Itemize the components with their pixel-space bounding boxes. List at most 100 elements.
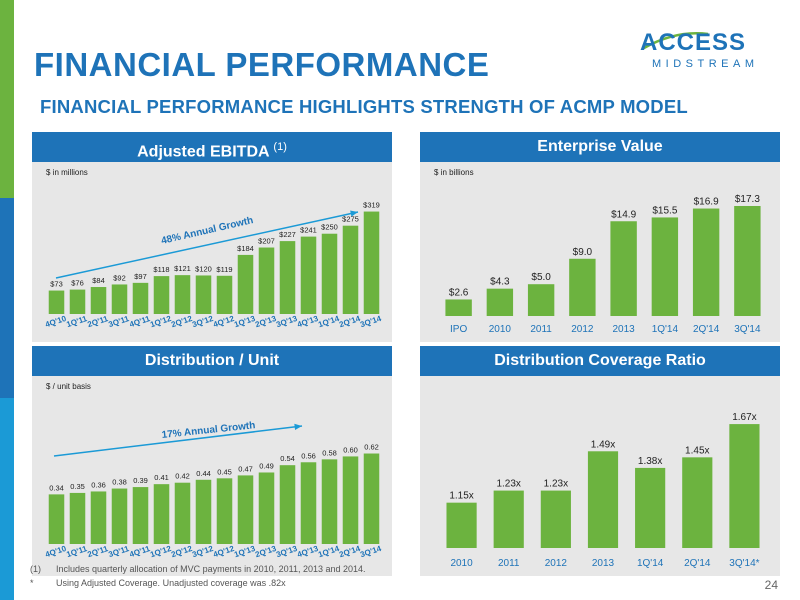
ev-bar: [569, 258, 596, 316]
ebitda-data-label: $207: [258, 237, 275, 246]
dist-data-label: 0.47: [238, 464, 253, 473]
logo-swoosh: [643, 32, 709, 50]
ebitda-bar: [153, 276, 170, 314]
ebitda-category-label: 4Q'11: [128, 314, 151, 329]
dist-category-label: 3Q'11: [107, 544, 130, 559]
dist-category-label: 3Q'13: [275, 544, 299, 559]
distribution-title: Distribution / Unit: [144, 352, 280, 369]
dist-bar: [279, 465, 296, 544]
coverage-data-label: 1.45x: [685, 445, 709, 456]
coverage-bar: [635, 467, 666, 548]
dist-category-label: 4Q'12: [212, 544, 236, 559]
dist-category-label: 1Q'12: [149, 544, 173, 559]
dist-data-label: 0.41: [154, 473, 169, 482]
company-logo: ACCESS MIDSTREAM: [640, 29, 754, 70]
ebitda-chart-area: $ in millions $73 4Q'10 $76 1Q'11 $84 2Q'11 $9…: [32, 162, 392, 342]
ev-bar: [651, 217, 679, 316]
ev-bar: [527, 284, 555, 316]
ebitda-bar: [111, 284, 128, 314]
ebitda-category-label: 2Q'13: [254, 314, 278, 329]
coverage-category-label: 2011: [498, 558, 520, 569]
ebitda-data-label: $118: [153, 265, 169, 274]
ev-title: Enterprise Value: [537, 138, 663, 155]
coverage-bar: [446, 502, 477, 548]
sidebar-accent: [0, 0, 14, 600]
coverage-panel-header: Distribution Coverage Ratio: [420, 346, 780, 376]
ebitda-category-label: 4Q'12: [212, 314, 236, 329]
coverage-bar: [587, 451, 619, 548]
ebitda-category-label: 2Q'12: [170, 314, 194, 329]
ebitda-title-footnote-ref: (1): [273, 141, 287, 153]
ev-data-label: $14.9: [611, 209, 636, 220]
ev-category-label: 2012: [571, 324, 594, 335]
page-title: FINANCIAL PERFORMANCE: [34, 46, 490, 83]
ebitda-data-label: $241: [300, 226, 317, 235]
coverage-bar: [682, 457, 713, 548]
coverage-category-label: 2012: [545, 558, 568, 569]
ev-bar: [692, 208, 720, 316]
ebitda-data-label: $119: [216, 265, 232, 274]
ebitda-data-label: $84: [92, 276, 105, 285]
dist-data-label: 0.49: [259, 461, 274, 470]
dist-bar: [90, 491, 107, 544]
ev-panel: Enterprise Value $ in billions $2.6 IPO $4…: [420, 132, 780, 342]
coverage-bar: [729, 424, 760, 548]
ev-data-label: $15.5: [652, 205, 677, 216]
ebitda-category-label: 1Q'12: [149, 314, 173, 329]
coverage-data-label: 1.23x: [496, 479, 520, 490]
coverage-chart-area: 1.15x 2010 1.23x 2011 1.23x 2012 1.49x 2013 1.38…: [420, 376, 780, 576]
ebitda-category-label: 3Q'13: [275, 314, 299, 329]
ebitda-data-label: $184: [237, 244, 254, 253]
ebitda-category-label: 4Q'13: [296, 314, 320, 329]
dist-bar: [132, 487, 149, 544]
dist-category-label: 3Q'14: [359, 544, 383, 559]
ebitda-growth-arrow-head: [350, 210, 358, 217]
dist-data-label: 0.38: [112, 478, 127, 487]
distribution-chart: 0.34 4Q'10 0.35 1Q'11 0.36 2Q'11 0.38 3Q'11 0.39…: [44, 420, 383, 559]
ev-data-label: $9.0: [573, 247, 593, 258]
dist-category-label: 4Q'11: [128, 544, 151, 559]
footnote-2-marker: *: [30, 578, 34, 588]
ev-category-label: IPO: [450, 324, 467, 335]
dist-data-label: 0.60: [343, 445, 358, 454]
dist-data-label: 0.62: [364, 443, 379, 452]
coverage-bar: [493, 490, 524, 548]
coverage-bar: [540, 490, 571, 548]
distribution-panel: Distribution / Unit $ / unit basis 0.34 4…: [32, 346, 392, 576]
ebitda-category-label: 3Q'14: [359, 314, 383, 329]
coverage-title: Distribution Coverage Ratio: [494, 352, 706, 369]
ev-chart-area: $ in billions $2.6 IPO $4.3 2010 $5.0 2011 $9.…: [420, 162, 780, 342]
ebitda-category-label: 2Q'11: [86, 314, 109, 329]
ebitda-bar: [363, 211, 380, 314]
distribution-panel-header: Distribution / Unit: [32, 346, 392, 376]
ebitda-data-label: $250: [321, 223, 338, 232]
dist-category-label: 1Q'11: [65, 544, 88, 559]
ev-data-label: $4.3: [490, 277, 510, 288]
dist-category-label: 4Q'10: [44, 544, 68, 559]
dist-data-label: 0.42: [175, 472, 190, 481]
footnote-1-marker: (1): [30, 564, 41, 574]
ev-data-label: $5.0: [531, 272, 551, 283]
ebitda-bar: [132, 282, 149, 314]
coverage-category-label: 1Q'14: [637, 558, 664, 569]
dist-bar: [237, 475, 254, 544]
dist-bar: [174, 482, 191, 544]
dist-data-label: 0.54: [280, 454, 295, 463]
dist-data-label: 0.39: [133, 476, 148, 485]
ebitda-data-label: $227: [279, 230, 296, 239]
ebitda-bar: [48, 290, 65, 314]
ebitda-unit-note: $ in millions: [46, 168, 88, 177]
ebitda-growth-arrow: [55, 211, 359, 279]
dist-data-label: 0.35: [70, 482, 85, 491]
ebitda-category-label: 3Q'11: [107, 314, 130, 329]
dist-category-label: 2Q'12: [170, 544, 194, 559]
ebitda-data-label: $73: [50, 280, 63, 289]
ebitda-bar: [237, 254, 254, 314]
dist-growth-arrow-head: [294, 423, 302, 430]
footnote-1: (1) Includes quarterly allocation of MVC …: [30, 562, 366, 576]
ebitda-category-label: 3Q'12: [191, 314, 215, 329]
ebitda-category-label: 1Q'13: [233, 314, 257, 329]
sidebar-cyan-segment: [0, 398, 14, 600]
coverage-chart: 1.15x 2010 1.23x 2011 1.23x 2012 1.49x 2013 1.38…: [446, 412, 760, 569]
ev-category-label: 3Q'14: [734, 324, 761, 335]
